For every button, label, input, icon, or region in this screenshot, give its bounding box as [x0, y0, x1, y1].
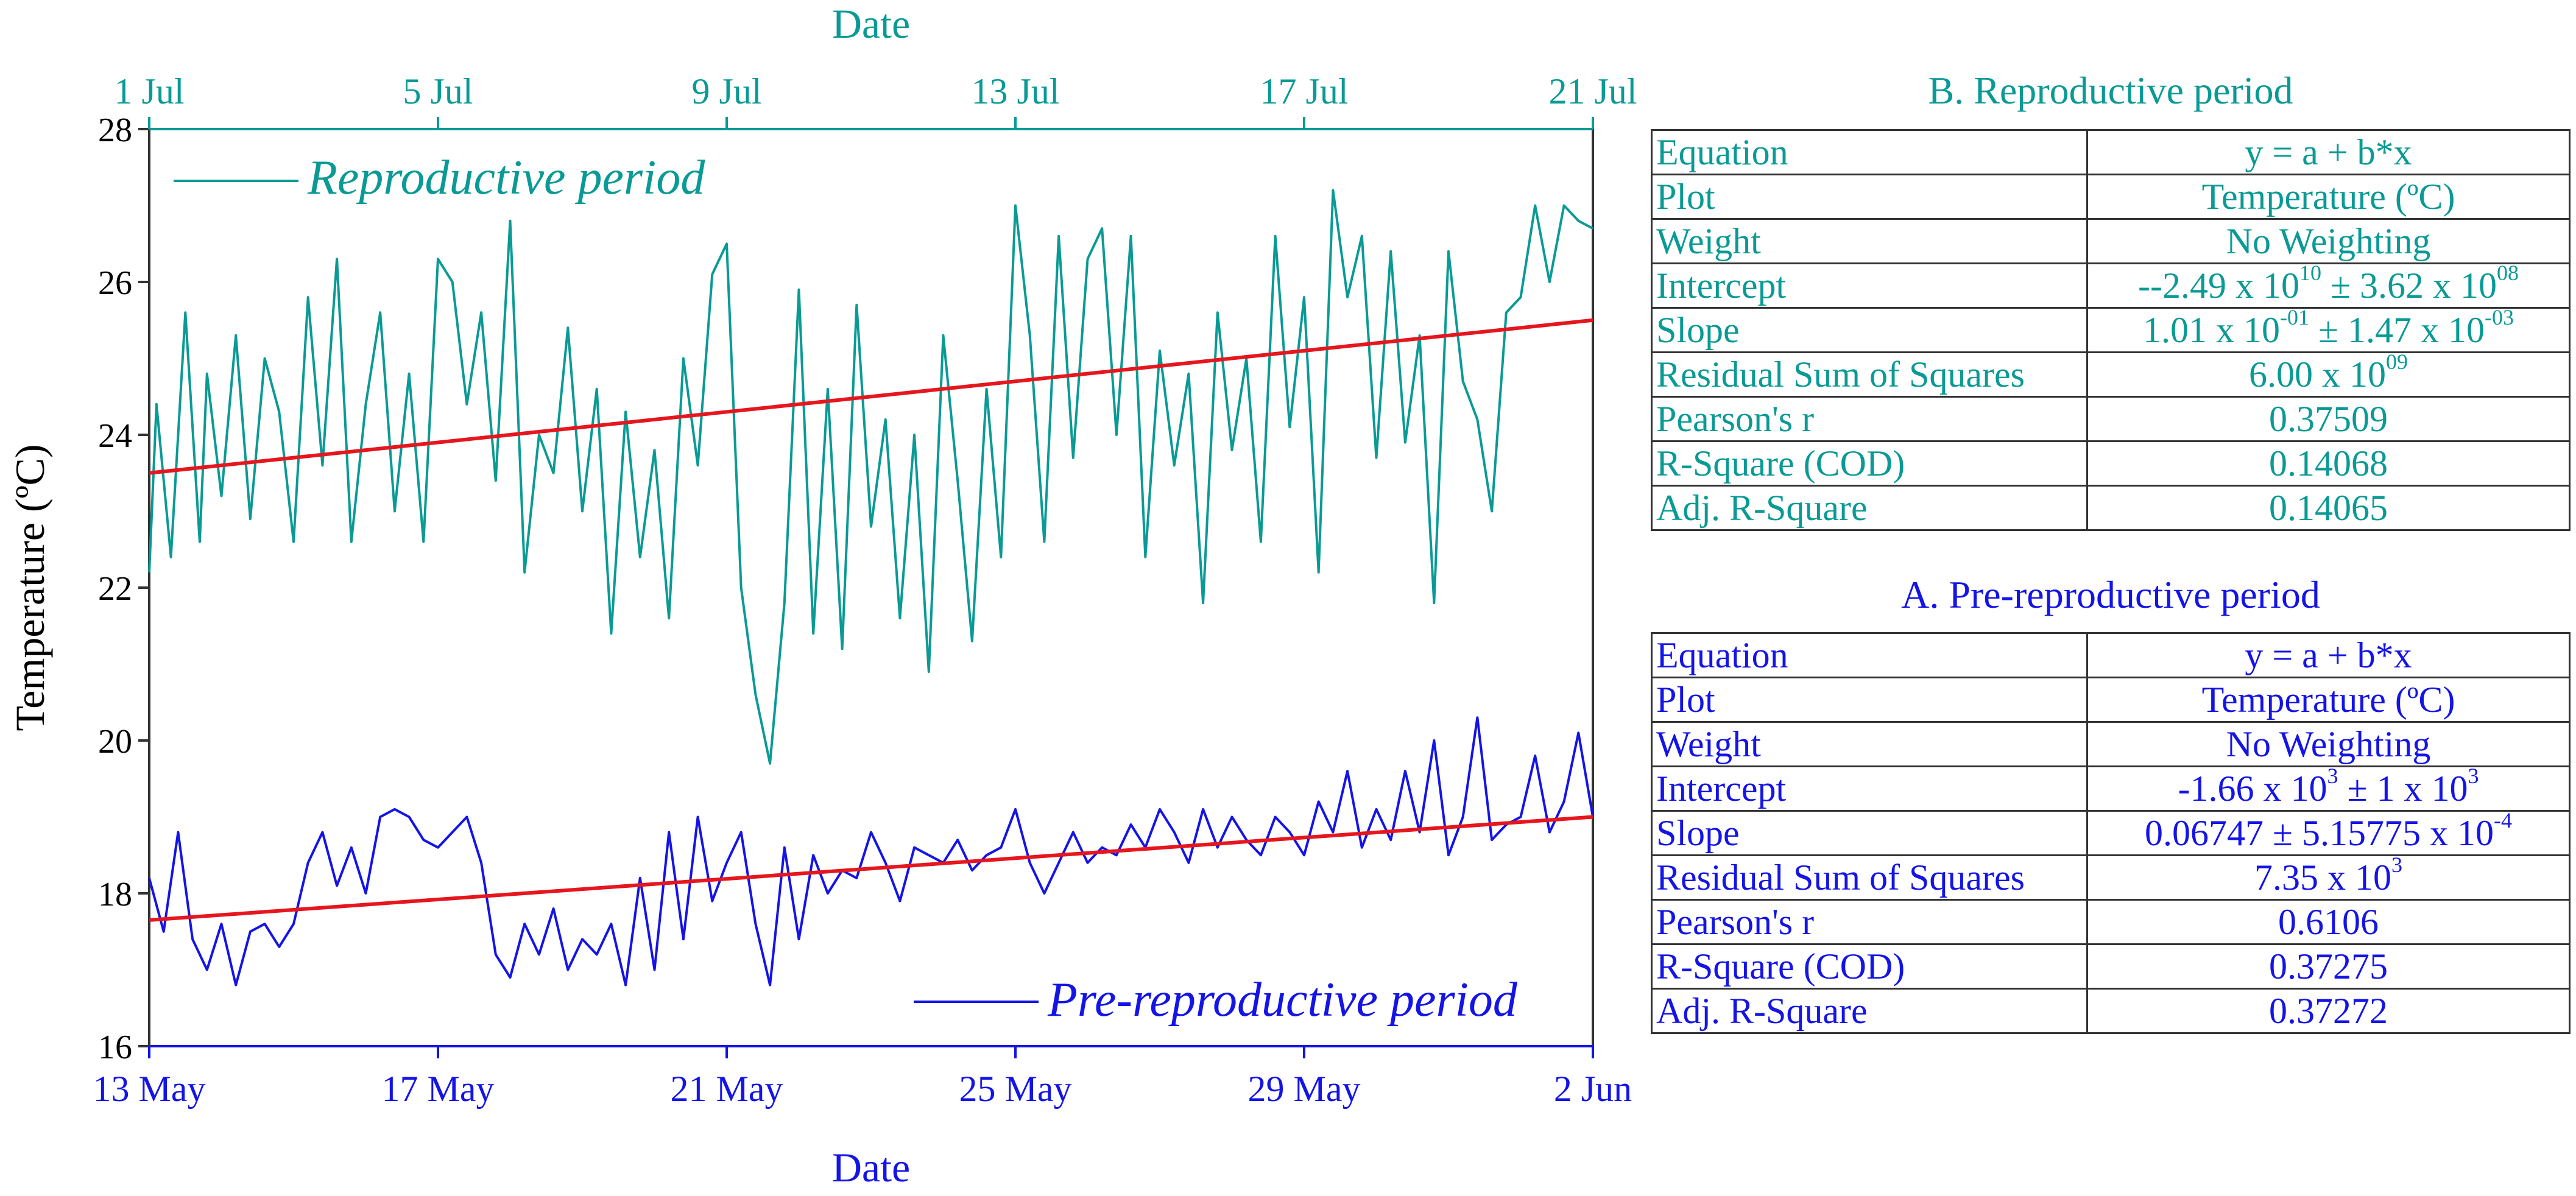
table-row: Plot Temperature (ºC): [1651, 174, 2571, 220]
adjrsq-value: 0.14065: [2086, 485, 2571, 531]
pearson-value: 0.37509: [2086, 396, 2571, 442]
equation-label: Equation: [1651, 632, 2088, 678]
pearson-label: Pearson's r: [1651, 899, 2088, 945]
temperature-chart: 16 18 20 22 24 26 28 1 Jul 5 Jul 9 Jul 13 Jul 17 J…: [7, 1, 1637, 1191]
intercept-label: Intercept: [1651, 262, 2088, 309]
rsq-value: 0.14068: [2086, 440, 2571, 487]
top-tick-label: 17 Jul: [1260, 71, 1348, 111]
table-row: Weight No Weighting: [1651, 218, 2571, 264]
slope-value: 0.06747 ± 5.15775 x 10-4: [2086, 809, 2571, 856]
table-row: Residual Sum of Squares 6.00 x 1009: [1651, 351, 2571, 398]
bottom-tick-label: 17 May: [382, 1069, 495, 1109]
plot-label: Plot: [1651, 677, 2088, 723]
plot-value: Temperature (ºC): [2086, 174, 2571, 220]
adjrsq-label: Adj. R-Square: [1651, 485, 2088, 531]
rss-value: 6.00 x 1009: [2086, 351, 2571, 398]
plot-label: Plot: [1651, 174, 2088, 220]
table-row: Equation y = a + b*x: [1651, 129, 2571, 175]
slope-value: 1.01 x 10-01 ± 1.47 x 10-03: [2086, 306, 2571, 353]
table-row: Intercept -1.66 x 103 ± 1 x 103: [1651, 765, 2571, 812]
bottom-axis-ticks: 13 May 17 May 21 May 25 May 29 May 2 Jun: [93, 1046, 1632, 1109]
legend-reproductive-label: Reproductive period: [307, 151, 705, 205]
intercept-value: --2.49 x 1010 ± 3.62 x 1008: [2086, 262, 2571, 309]
y-tick-label: 24: [98, 417, 132, 455]
weight-label: Weight: [1651, 218, 2088, 264]
slope-label: Slope: [1651, 810, 2088, 856]
table-row: Plot Temperature (ºC): [1651, 677, 2571, 723]
bottom-tick-label: 25 May: [959, 1069, 1072, 1109]
table-row: R-Square (COD) 0.14068: [1651, 440, 2571, 487]
pearson-label: Pearson's r: [1651, 396, 2088, 442]
pre-reproductive-series-line: [148, 716, 1594, 987]
bottom-tick-label: 21 May: [671, 1069, 783, 1109]
table-b-title: B. Reproductive period: [1928, 69, 2293, 112]
bottom-tick-label: 13 May: [93, 1069, 206, 1109]
y-axis-ticks: 16 18 20 22 24 26 28: [98, 111, 149, 1066]
y-axis-label: Temperature (ºC): [7, 444, 53, 731]
top-tick-label: 5 Jul: [403, 71, 473, 111]
top-tick-label: 9 Jul: [691, 71, 761, 111]
y-tick-label: 28: [98, 111, 132, 149]
bottom-tick-label: 2 Jun: [1554, 1069, 1632, 1109]
rss-label: Residual Sum of Squares: [1651, 854, 2088, 901]
rsq-value: 0.37275: [2086, 943, 2571, 990]
intercept-label: Intercept: [1651, 765, 2088, 812]
reproductive-trend-line: [149, 318, 1593, 475]
weight-value: No Weighting: [2086, 218, 2571, 264]
bottom-tick-label: 29 May: [1248, 1069, 1361, 1109]
slope-label: Slope: [1651, 307, 2088, 353]
pre-reproductive-trend-line: [149, 815, 1593, 922]
y-tick-label: 18: [98, 876, 132, 913]
adjrsq-value: 0.37272: [2086, 988, 2571, 1034]
rsq-label: R-Square (COD): [1651, 943, 2088, 990]
table-row: Slope 1.01 x 10-01 ± 1.47 x 10-03: [1651, 306, 2571, 353]
table-row: Equation y = a + b*x: [1651, 632, 2571, 678]
table-b-stats: Equation y = a + b*x Plot Temperature (º…: [1651, 129, 2571, 531]
legend-pre-reproductive-label: Pre-reproductive period: [1047, 973, 1518, 1027]
table-row: Pearson's r 0.6106: [1651, 899, 2571, 945]
table-a-stats: Equation y = a + b*x Plot Temperature (º…: [1651, 632, 2571, 1034]
top-tick-label: 13 Jul: [971, 71, 1059, 111]
table-row: Intercept --2.49 x 1010 ± 3.62 x 1008: [1651, 262, 2571, 309]
intercept-value: -1.66 x 103 ± 1 x 103: [2086, 765, 2571, 812]
table-row: R-Square (COD) 0.37275: [1651, 943, 2571, 990]
top-axis-label: Date: [832, 1, 910, 47]
table-row: Adj. R-Square 0.14065: [1651, 485, 2571, 531]
rsq-label: R-Square (COD): [1651, 440, 2088, 487]
table-row: Pearson's r 0.37509: [1651, 396, 2571, 442]
table-row: Residual Sum of Squares 7.35 x 103: [1651, 854, 2571, 901]
y-tick-label: 16: [98, 1029, 132, 1066]
pearson-value: 0.6106: [2086, 899, 2571, 945]
top-tick-label: 1 Jul: [114, 71, 184, 111]
weight-label: Weight: [1651, 721, 2088, 767]
equation-value: y = a + b*x: [2086, 129, 2571, 175]
rss-value: 7.35 x 103: [2086, 854, 2571, 901]
table-a-title: A. Pre-reproductive period: [1901, 573, 2320, 616]
y-tick-label: 20: [98, 723, 132, 761]
plot-value: Temperature (ºC): [2086, 677, 2571, 723]
top-axis-ticks: 1 Jul 5 Jul 9 Jul 13 Jul 17 Jul 21 Jul: [114, 71, 1637, 129]
table-row: Adj. R-Square 0.37272: [1651, 988, 2571, 1034]
adjrsq-label: Adj. R-Square: [1651, 988, 2088, 1034]
top-tick-label: 21 Jul: [1548, 71, 1637, 111]
reproductive-series-line: [148, 189, 1593, 765]
equation-value: y = a + b*x: [2086, 632, 2571, 678]
equation-label: Equation: [1651, 129, 2088, 175]
y-tick-label: 22: [98, 570, 132, 608]
table-row: Weight No Weighting: [1651, 721, 2571, 767]
bottom-axis-label: Date: [832, 1144, 910, 1191]
weight-value: No Weighting: [2086, 721, 2571, 767]
rss-label: Residual Sum of Squares: [1651, 351, 2088, 398]
y-tick-label: 26: [98, 264, 132, 302]
table-row: Slope 0.06747 ± 5.15775 x 10-4: [1651, 809, 2571, 856]
